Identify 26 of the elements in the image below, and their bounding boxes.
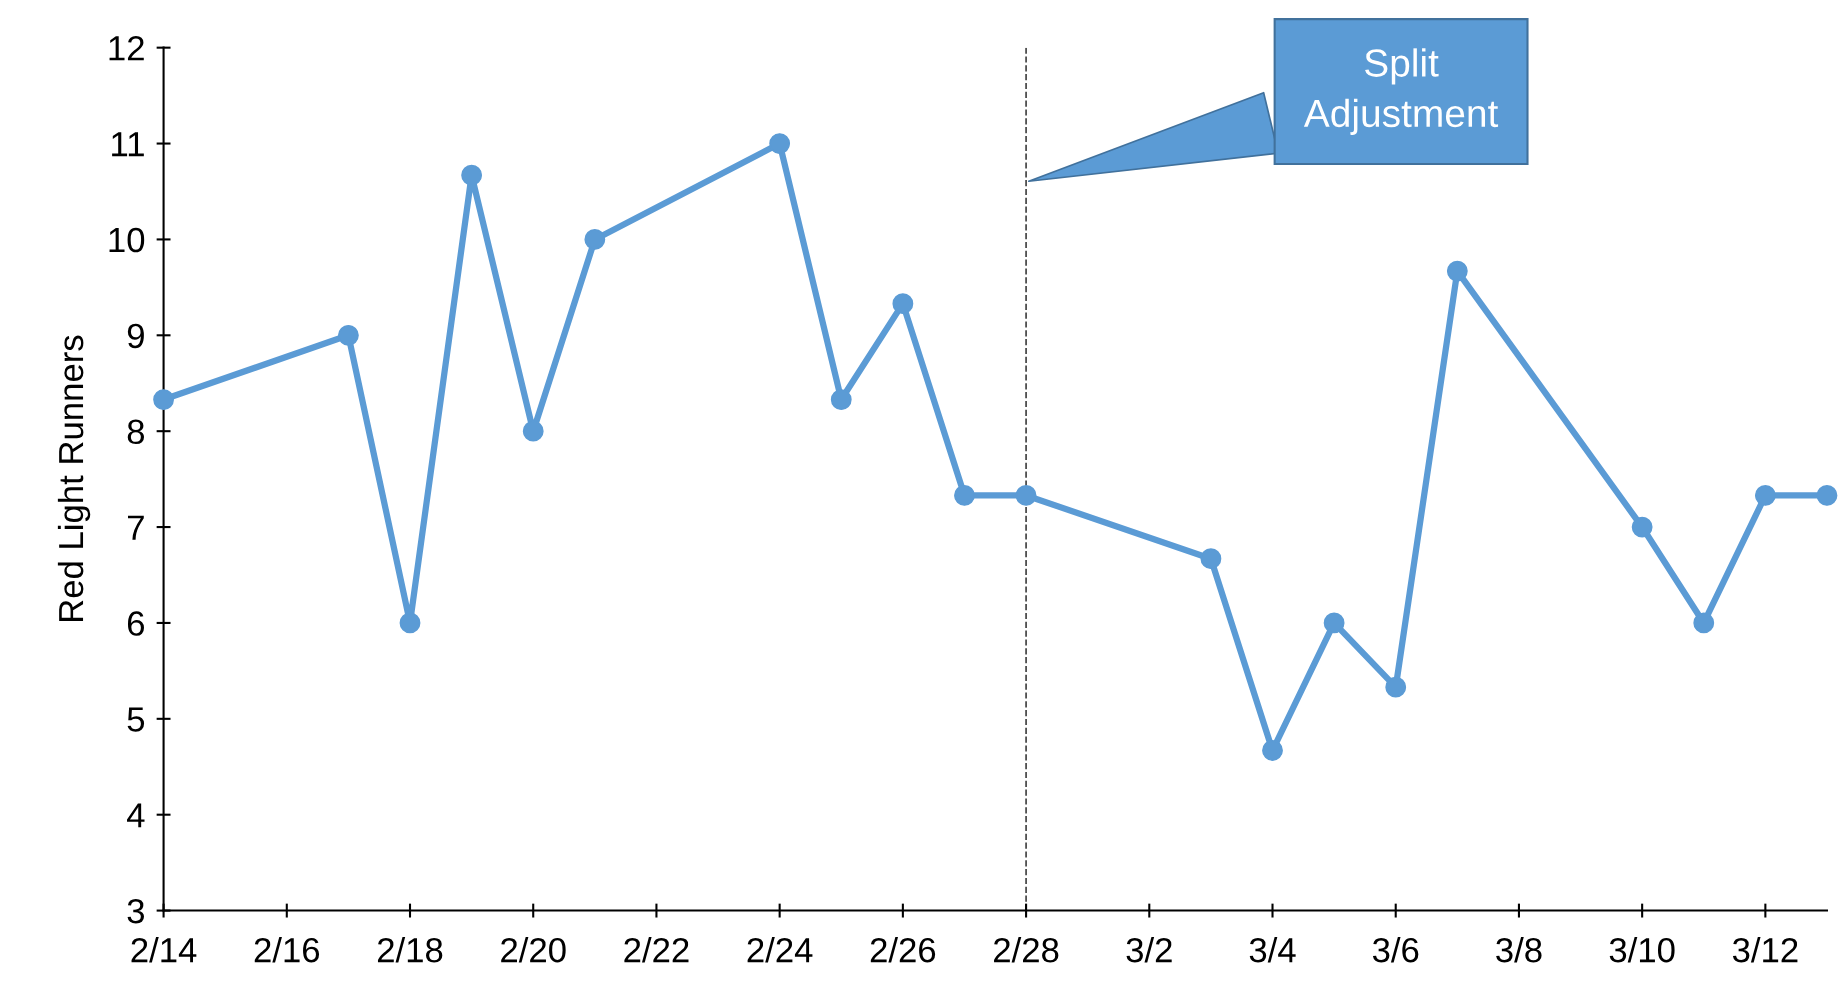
annotation: Split Adjustment xyxy=(1303,48,1499,135)
y-tick-label: 11 xyxy=(112,132,144,157)
x-tick-label: 2/16 xyxy=(254,936,320,963)
x-tick-label: 3/12 xyxy=(1732,936,1798,963)
y-tick-label: 10 xyxy=(109,227,145,253)
x-tick-label: 3/8 xyxy=(1496,936,1542,963)
x-tick-label: 2/28 xyxy=(994,936,1059,963)
y-tick-label: 8 xyxy=(127,419,145,445)
y-axis-title: Red Light Runners xyxy=(57,335,91,622)
x-tick-label: 3/4 xyxy=(1249,936,1296,963)
y-tick-label: 3 xyxy=(127,898,144,924)
y-tick-label: 9 xyxy=(127,323,144,349)
x-tick-label: 3/10 xyxy=(1609,936,1675,963)
y-tick-label: 5 xyxy=(127,707,145,732)
x-tick-label: 2/18 xyxy=(377,936,443,963)
y-tick-label: 6 xyxy=(127,611,144,636)
x-tick-label: 3/2 xyxy=(1126,936,1172,963)
y-tick-label: 12 xyxy=(109,36,144,61)
x-tick-label: 2/22 xyxy=(624,936,689,963)
x-tick-label: 3/6 xyxy=(1372,936,1419,963)
x-tick-label: 2/24 xyxy=(747,936,813,963)
x-tick-label: 2/26 xyxy=(870,936,936,963)
x-tick-label: 2/14 xyxy=(131,936,197,963)
x-tick-label: 2/20 xyxy=(501,936,566,963)
y-tick-label: 4 xyxy=(127,803,145,828)
y-tick-label: 7 xyxy=(128,515,144,540)
